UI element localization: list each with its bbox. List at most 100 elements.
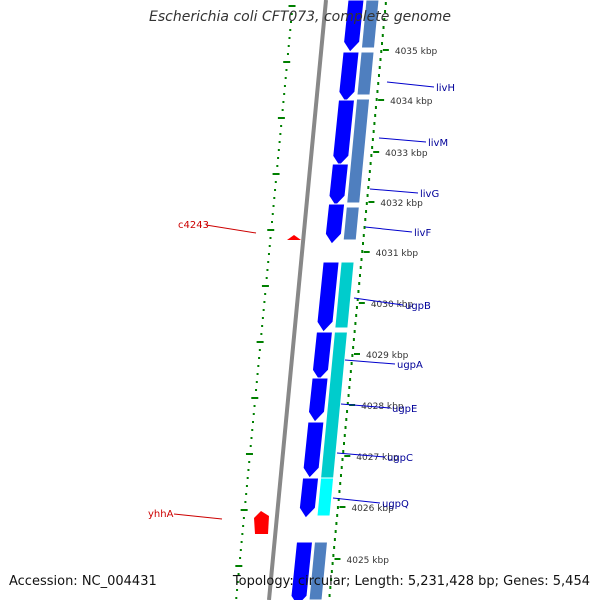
gene-leader-line <box>173 513 223 520</box>
outer-tick-dot <box>370 154 373 157</box>
outer-tick-dot <box>351 354 354 357</box>
scale-label: 4026 kbp <box>351 504 394 514</box>
inner-tick-dot <box>255 381 258 383</box>
cog-segment <box>346 98 371 204</box>
outer-tick-dot <box>333 546 336 549</box>
inner-tick-dot <box>250 437 253 439</box>
outer-tick-dot <box>359 266 362 269</box>
inner-tick-dot <box>277 117 285 119</box>
inner-tick-dot <box>264 293 267 295</box>
inner-tick-dot <box>268 245 271 247</box>
outer-tick-dot <box>343 442 346 445</box>
inner-tick-dot <box>267 261 270 263</box>
gene-leader-line <box>378 137 427 143</box>
scale-label: 4025 kbp <box>347 556 390 566</box>
inner-tick-dot <box>261 317 264 319</box>
outer-tick-dot <box>346 402 349 405</box>
inner-tick-ring <box>235 5 296 599</box>
forward-gene-arrow <box>343 0 365 53</box>
inner-tick-dot <box>276 165 279 167</box>
outer-tick-dot <box>379 58 382 61</box>
inner-tick-dot <box>257 365 260 367</box>
inner-tick-dot <box>258 357 261 359</box>
outer-tick-dot <box>384 2 387 5</box>
forward-gene-arrow <box>311 331 334 381</box>
outer-tick-dot <box>372 130 375 133</box>
outer-tick-dot <box>343 434 346 437</box>
forward-gene-arrow <box>302 421 325 479</box>
outer-tick-dot <box>354 322 357 325</box>
gene-leader-line <box>344 359 396 365</box>
forward-gene-arrow <box>332 99 356 167</box>
outer-tick-dot <box>346 410 349 413</box>
outer-tick-dot <box>352 346 355 349</box>
outer-tick-dot <box>337 498 340 501</box>
outer-tick-dot <box>349 378 352 381</box>
inner-tick-dot <box>290 21 293 23</box>
outer-tick-dot <box>366 194 369 197</box>
gene-label-ugpA: ugpA <box>397 360 423 371</box>
outer-tick-dot <box>375 98 378 101</box>
gene-label-livF: livF <box>414 228 431 239</box>
inner-tick-dot <box>273 197 276 199</box>
inner-tick-dot <box>272 205 275 207</box>
inner-tick-dot <box>258 349 261 351</box>
outer-tick-dot <box>348 386 351 389</box>
inner-tick-dot <box>260 333 263 335</box>
inner-tick-dot <box>269 237 272 239</box>
inner-tick-dot <box>235 565 243 567</box>
outer-tick-dot <box>361 250 364 253</box>
accession-label: Accession: NC_004431 <box>9 574 157 589</box>
scale-label: 4030 kbp <box>371 300 414 310</box>
map-title: Escherichia coli CFT073, complete genome <box>149 9 451 25</box>
outer-tick-dot <box>364 218 367 221</box>
inner-tick-dot <box>288 5 296 7</box>
outer-tick-dot <box>356 298 359 301</box>
outer-tick-dot <box>353 330 356 333</box>
gene-label-c4243: c4243 <box>178 220 209 231</box>
inner-tick-dot <box>248 461 251 463</box>
inner-tick-dot <box>239 557 242 559</box>
scale-label: 4033 kbp <box>385 149 428 159</box>
genome-backbone <box>267 0 328 600</box>
forward-gene-arrow <box>316 261 340 333</box>
gene-leader-line <box>336 452 386 458</box>
outer-tick-dot <box>339 474 342 477</box>
inner-tick-dot <box>266 269 269 271</box>
inner-tick-dot <box>282 101 285 103</box>
inner-tick-dot <box>261 325 264 327</box>
inner-tick-dot <box>244 501 247 503</box>
outer-tick-dot <box>362 234 365 237</box>
inner-tick-dot <box>236 581 239 583</box>
inner-tick-dot <box>242 525 245 527</box>
gene-leader-line <box>353 297 404 306</box>
outer-tick-dot <box>329 586 332 589</box>
gene-label-ugpC: ugpC <box>387 453 413 464</box>
gene-label-livH: livH <box>436 83 455 94</box>
inner-tick-dot <box>278 141 281 143</box>
outer-tick-dot <box>373 122 376 125</box>
outer-tick-dot <box>374 114 377 117</box>
inner-tick-dot <box>283 85 286 87</box>
outer-tick-dot <box>378 66 381 69</box>
gene-leader-line <box>340 403 391 409</box>
inner-tick-dot <box>245 485 248 487</box>
outer-tick-dot <box>330 570 333 573</box>
outer-tick-dot <box>342 450 345 453</box>
gene-leader-line <box>205 224 257 234</box>
gene-label-livM: livM <box>428 138 448 149</box>
inner-tick-dot <box>287 45 290 47</box>
outer-tick-dot <box>374 106 377 109</box>
outer-tick-dot <box>349 370 352 373</box>
outer-tick-dot <box>380 50 383 53</box>
inner-tick-dot <box>251 429 254 431</box>
outer-tick-dot <box>336 506 339 509</box>
inner-tick-dot <box>242 517 245 519</box>
inner-tick-dot <box>286 53 289 55</box>
outer-tick-dot <box>362 242 365 245</box>
outer-tick-dot <box>339 482 342 485</box>
inner-tick-dot <box>263 301 266 303</box>
outer-tick-dot <box>365 210 368 213</box>
outer-tick-dot <box>382 26 385 29</box>
outer-tick-dot <box>335 522 338 525</box>
